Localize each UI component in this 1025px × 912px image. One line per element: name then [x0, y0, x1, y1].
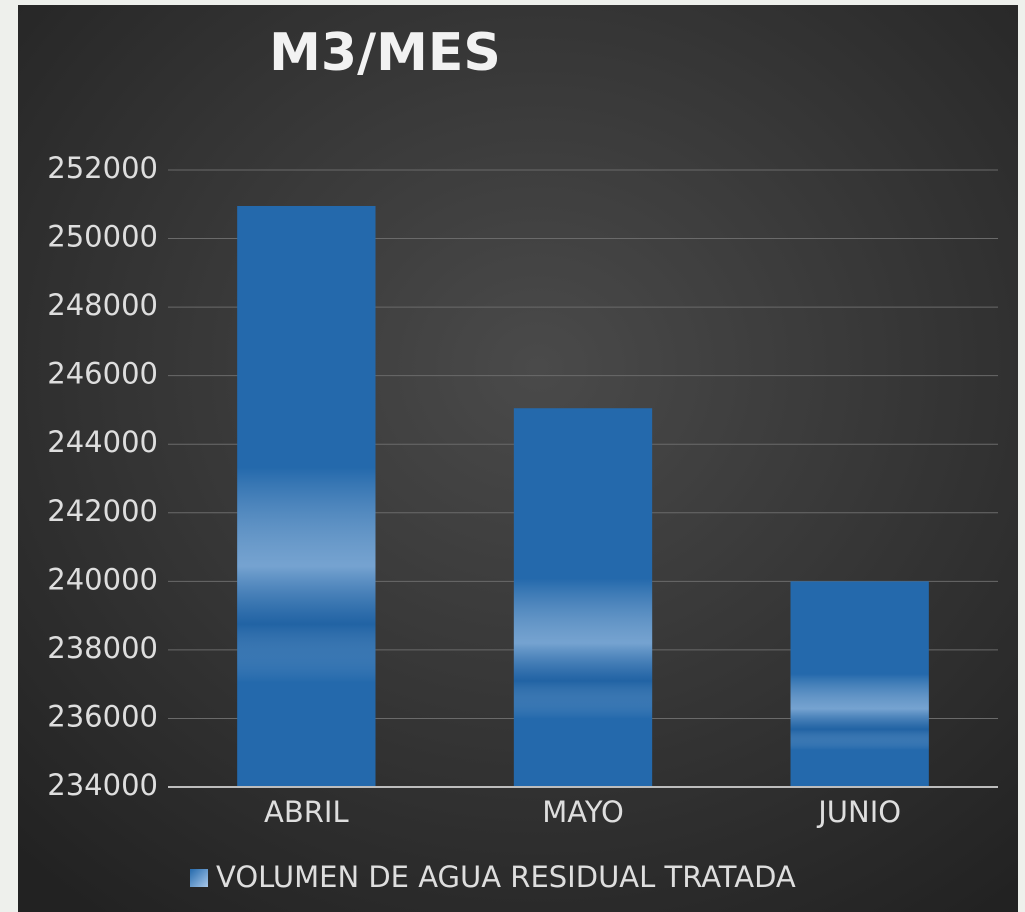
x-tick-label: MAYO	[542, 795, 624, 829]
chart-title: M3/MES	[269, 23, 501, 83]
y-tick-label: 240000	[47, 562, 158, 596]
y-tick-label: 242000	[47, 494, 158, 528]
y-tick-label: 250000	[47, 220, 158, 254]
y-tick-label: 246000	[47, 357, 158, 391]
bar-sheen	[237, 205, 376, 787]
y-tick-label: 236000	[47, 699, 158, 733]
y-tick-label: 238000	[47, 631, 158, 665]
y-tick-label: 244000	[47, 425, 158, 459]
y-tick-label: 248000	[47, 288, 158, 322]
bar-sheen	[513, 408, 653, 787]
x-tick-label: JUNIO	[816, 795, 901, 829]
legend-label: VOLUMEN DE AGUA RESIDUAL TRATADA	[216, 860, 796, 894]
y-tick-label: 252000	[47, 151, 158, 185]
bar-sheen	[790, 581, 929, 787]
legend-swatch	[190, 869, 208, 887]
x-tick-label: ABRIL	[264, 795, 349, 829]
y-tick-label: 234000	[47, 768, 158, 802]
